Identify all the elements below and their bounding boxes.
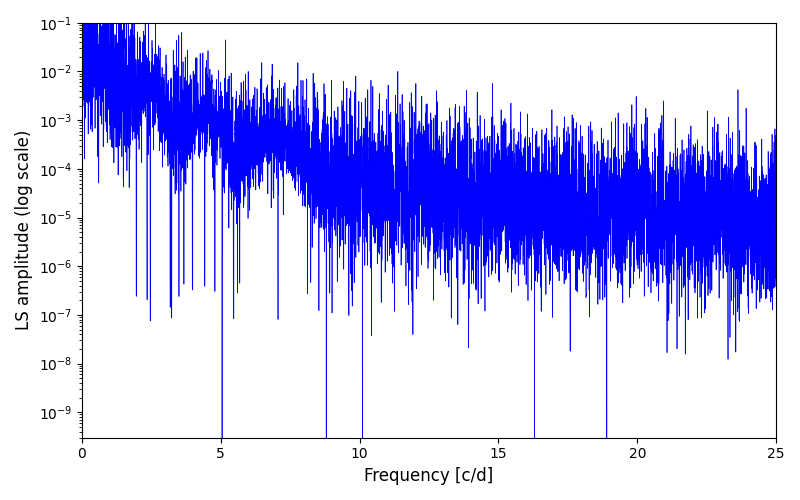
Y-axis label: LS amplitude (log scale): LS amplitude (log scale) [15,130,33,330]
X-axis label: Frequency [c/d]: Frequency [c/d] [364,467,494,485]
